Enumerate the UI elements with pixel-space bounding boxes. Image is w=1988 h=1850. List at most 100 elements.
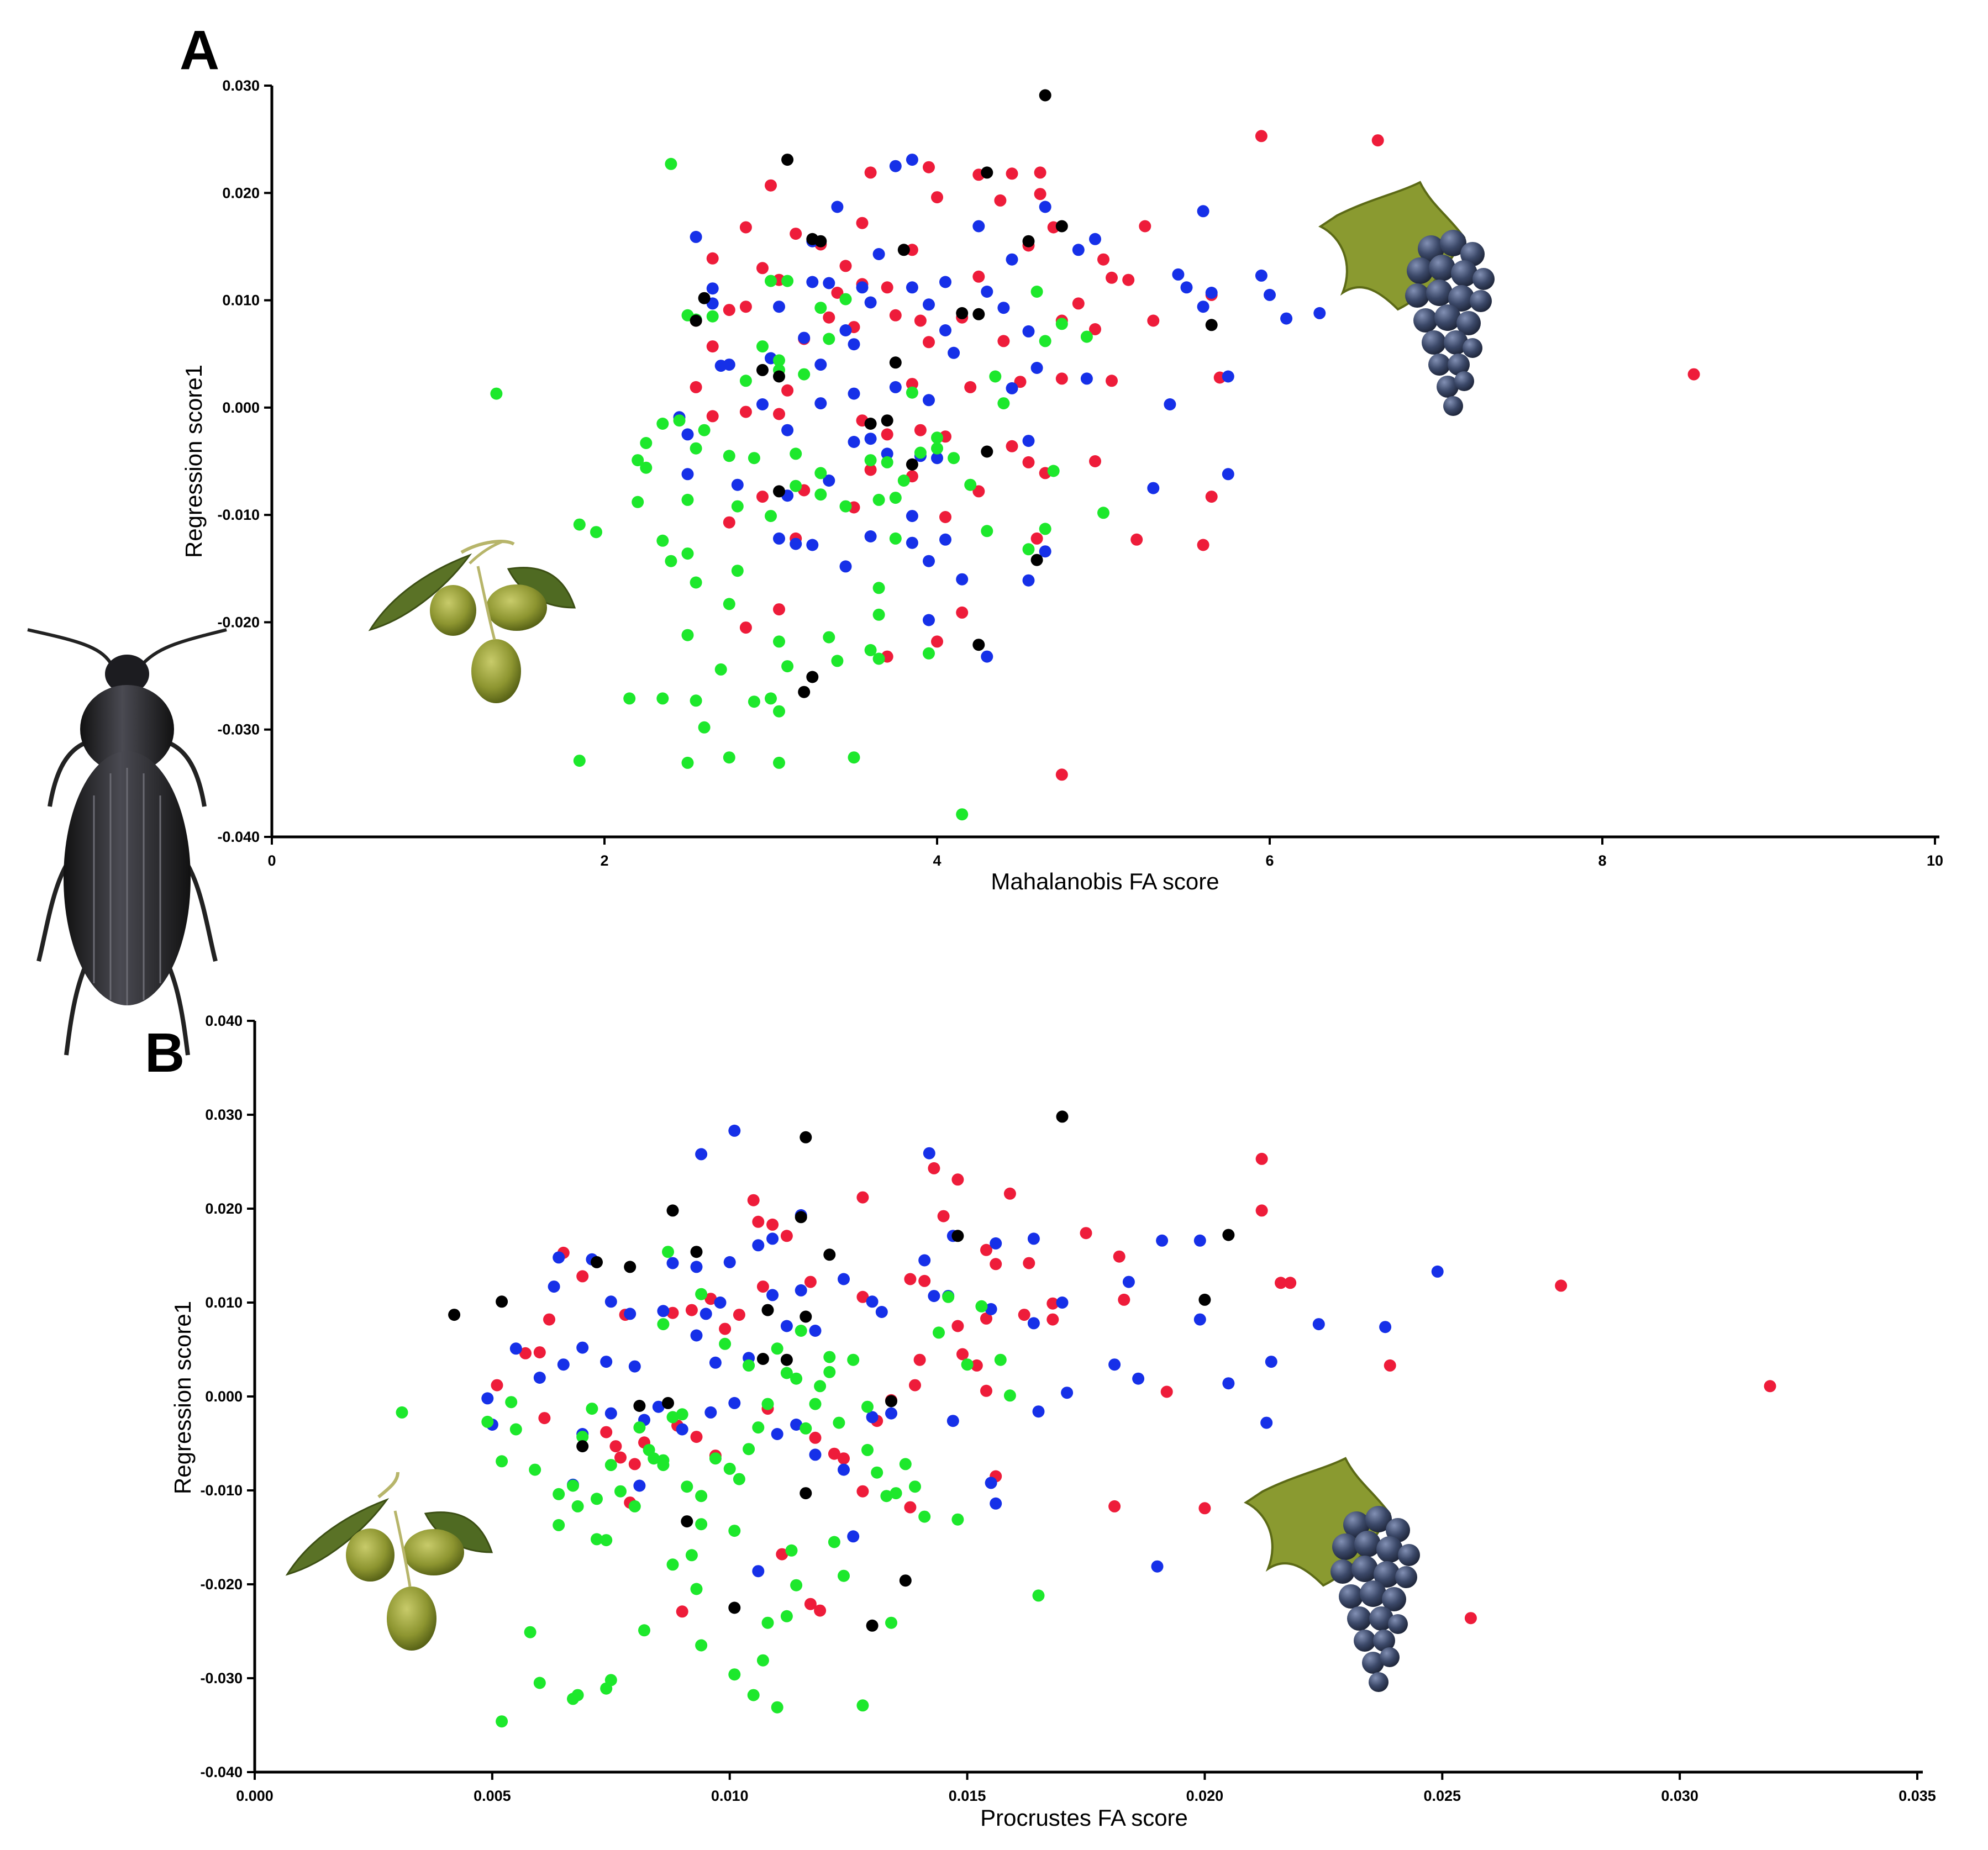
data-point-blue [604,1407,617,1420]
y-tick-label: 0.010 [205,1294,243,1311]
data-point-blue [652,1400,665,1413]
data-point-blue [533,1372,546,1384]
data-point-black [814,235,827,247]
data-point-green [676,1408,688,1421]
data-point-green [771,1342,783,1355]
data-point-blue [1222,1377,1235,1390]
data-point-green [814,488,827,501]
data-point-red [719,1322,732,1335]
data-point-red [1046,1313,1059,1326]
axes-b [253,1021,1923,1774]
data-point-red [1464,1612,1477,1625]
data-point-green [695,1288,708,1300]
data-point-blue [1265,1356,1277,1368]
data-point-blue [1039,545,1051,558]
data-point-green [861,1400,874,1413]
data-point-green [553,1488,565,1500]
data-point-green [632,454,644,467]
data-point-blue [956,573,969,586]
data-point-blue [928,1290,940,1303]
data-point-green [914,446,927,459]
data-point-blue [1280,312,1293,325]
data-point-green [1022,543,1035,556]
data-point-blue [1089,233,1101,245]
data-point-green [657,1459,670,1472]
x-tick-label: 0.015 [949,1788,986,1804]
data-point-green [638,1624,650,1637]
data-point-green [942,1290,955,1303]
data-point-red [1108,1500,1121,1512]
data-point-blue [1132,1372,1145,1385]
data-point-blue [809,1325,822,1337]
data-point-blue [864,296,877,309]
data-point-red [543,1313,555,1326]
data-point-green [739,375,752,387]
data-point-blue [548,1280,560,1293]
data-point-blue [872,248,885,260]
data-point-black [756,1353,769,1365]
data-point-blue [1164,398,1176,410]
data-point-red [856,1290,869,1303]
data-point-green [773,705,785,718]
data-point-red [706,340,719,353]
data-point-blue [923,1147,935,1159]
data-point-black [981,166,993,179]
data-point-red [1080,1227,1092,1240]
data-point-blue [847,1530,860,1543]
data-point-green [909,1480,921,1493]
data-point-black [728,1601,741,1614]
data-point-blue [728,1396,741,1409]
data-point-black [666,1204,679,1217]
data-point-green [1039,335,1051,347]
data-point-green [633,1421,646,1434]
data-point-blue [906,510,918,523]
data-point-green [1032,1589,1045,1602]
data-point-black [690,1246,703,1258]
data-point-green [1003,1389,1016,1402]
data-point-green [573,755,586,767]
data-point-green [871,1466,883,1479]
data-point-red [937,1210,950,1222]
data-point-green [728,1525,741,1537]
data-point-blue [990,1497,1002,1510]
data-point-green [600,1534,613,1547]
data-point-red [904,1501,917,1514]
data-point-blue [1039,201,1051,213]
data-point-green [1047,465,1060,477]
data-point-red [909,1379,921,1392]
data-point-green [586,1403,598,1415]
data-point-green [790,1579,803,1591]
data-point-green [733,1473,745,1485]
data-point-green [747,1689,760,1701]
data-point-red [1089,455,1101,467]
data-point-green [604,1459,617,1472]
data-point-green [897,475,910,487]
data-point-blue [946,1415,959,1427]
data-point-green [906,386,918,399]
data-point-blue [985,1477,997,1489]
data-point-blue [1027,1317,1040,1330]
panel-b-letter: B [145,1022,185,1084]
data-point-red [931,635,943,648]
data-point-green [695,1639,708,1652]
data-point-green [814,467,827,479]
data-point-red [972,270,985,283]
data-point-green [640,461,653,474]
data-point-red [881,428,893,441]
data-point-red [576,1270,589,1283]
olive-branch-icon [285,1472,493,1651]
data-point-blue [1006,253,1018,266]
data-point-red [1003,1187,1016,1200]
data-point-green [748,452,760,465]
x-axis-title-a: Mahalanobis FA score [991,868,1219,894]
data-point-black [591,1256,603,1268]
data-point-blue [1197,205,1209,218]
data-point-red [704,1293,717,1305]
data-point-green [790,479,802,492]
data-point-blue [1122,1276,1135,1288]
x-tick-label: 2 [600,852,608,869]
data-point-red [685,1304,698,1316]
data-point-red [780,1230,793,1242]
data-point-red [828,1447,840,1460]
data-point-green [756,1654,769,1667]
